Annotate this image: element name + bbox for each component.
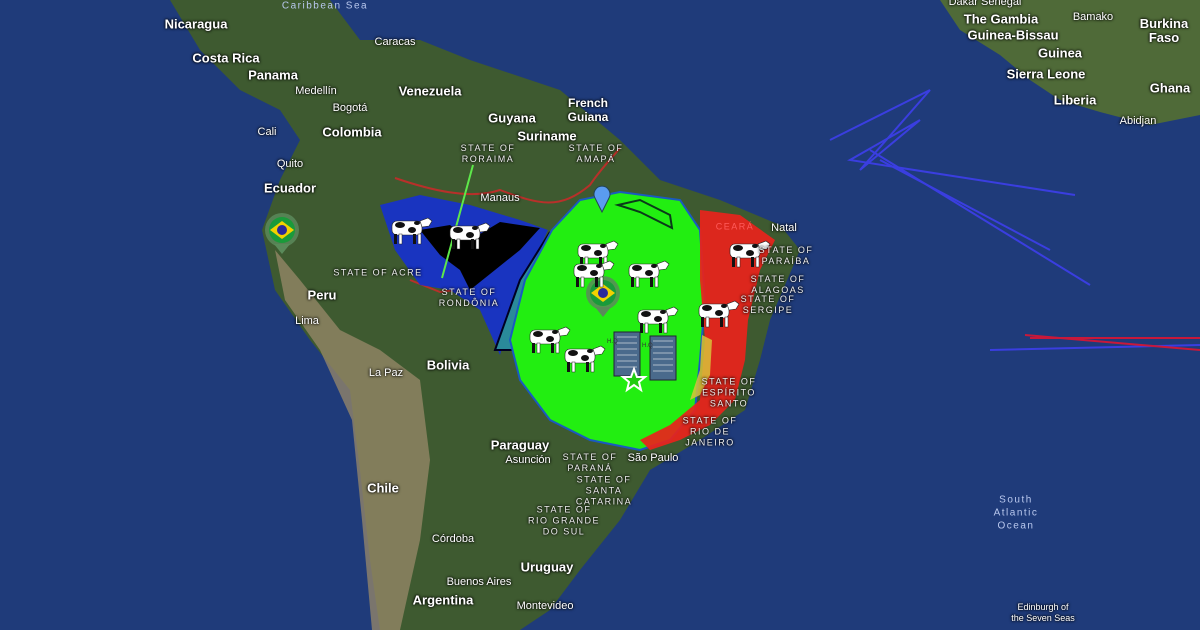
label-the-gambia: The Gambia (963, 11, 1039, 27)
label-buenos-aires: Buenos Aires (446, 576, 512, 588)
label-medellin: Medellín (295, 85, 337, 97)
label-edinburgh: Edinburgh of the Seven Seas (1011, 602, 1075, 623)
label-bamako: Bamako (1072, 11, 1114, 23)
label-nicaragua: Nicaragua (164, 16, 228, 32)
label-natal: Natal (771, 222, 797, 234)
label-espirito-santo: STATE OF ESPÍRITO SANTO (701, 376, 757, 409)
label-montevideo: Montevideo (516, 600, 574, 612)
label-colombia: Colombia (322, 124, 382, 140)
label-sergipe: STATE OF SERGIPE (740, 294, 796, 315)
label-alagoas: STATE OF ALAGOAS (750, 274, 806, 295)
label-ecuador: Ecuador (263, 180, 317, 196)
label-la-paz: La Paz (368, 367, 404, 379)
location-pin-icon[interactable] (593, 185, 611, 214)
label-liberia: Liberia (1053, 92, 1097, 108)
label-santa-catarina: STATE OF SANTA CATARINA (575, 474, 633, 507)
yellow-region[interactable] (690, 335, 712, 400)
label-sao-paulo: São Paulo (627, 452, 679, 464)
label-cordoba: Córdoba (431, 533, 475, 545)
label-guinea-bissau: Guinea-Bissau (967, 27, 1059, 43)
label-french-guiana: French Guiana (567, 96, 609, 124)
label-south-atlantic-ocean: South Atlantic Ocean (993, 494, 1039, 532)
label-uruguay: Uruguay (520, 559, 574, 575)
label-rio-de-janeiro: STATE OF RIO DE JANEIRO (682, 415, 738, 448)
label-venezuela: Venezuela (398, 83, 462, 99)
label-amapa: STATE OF AMAPÁ (568, 143, 624, 164)
label-quito: Quito (276, 158, 304, 170)
africa-land (940, 0, 1200, 125)
red-region[interactable] (640, 210, 775, 450)
label-costa-rica: Costa Rica (192, 50, 260, 66)
label-ghana: Ghana (1149, 80, 1191, 96)
black-region[interactable] (420, 222, 540, 290)
label-roraima: STATE OF RORAIMA (460, 143, 516, 164)
label-guyana: Guyana (488, 110, 536, 126)
label-rondonia: STATE OF RONDÔNIA (438, 287, 500, 308)
label-acre: STATE OF ACRE (333, 267, 423, 278)
label-caracas: Caracas (374, 36, 416, 48)
dark-outline-shape (614, 198, 674, 230)
label-caribbean-sea: Caribbean Sea (281, 0, 369, 12)
label-parana: STATE OF PARANÁ (562, 452, 618, 473)
star-icon[interactable] (620, 366, 648, 393)
label-ceara: CEARÁ (715, 221, 755, 232)
label-abidjan: Abidjan (1119, 115, 1157, 127)
label-guinea: Guinea (1037, 45, 1083, 61)
label-bogota: Bogotá (332, 102, 368, 114)
label-asuncion: Asunción (505, 454, 551, 466)
hq-building-icon[interactable] (649, 335, 677, 381)
label-cali: Cali (257, 126, 277, 138)
hq-badge: H.Q (607, 339, 618, 345)
label-panama: Panama (248, 67, 298, 83)
ocean-track-red (1024, 334, 1200, 351)
ocean-tracks (829, 89, 1200, 351)
label-argentina: Argentina (412, 592, 474, 608)
andes-region (275, 250, 430, 630)
hq-badge: H.Q (642, 343, 653, 349)
label-lima: Lima (295, 315, 319, 327)
red-boundary-line (394, 147, 621, 204)
label-paraguay: Paraguay (490, 437, 550, 453)
label-burkina-faso: Burkina Faso (1139, 16, 1189, 45)
label-paraiba: STATE OF PARAÍBA (758, 245, 814, 266)
label-peru: Peru (307, 287, 337, 303)
green-line (441, 164, 474, 279)
label-manaus: Manaus (480, 192, 520, 204)
label-sierra-leone: Sierra Leone (1006, 66, 1086, 82)
label-rio-grande-do-sul: STATE OF RIO GRANDE DO SUL (527, 504, 601, 537)
label-bolivia: Bolivia (426, 357, 470, 373)
hq-building-icon[interactable] (613, 331, 641, 377)
label-suriname: Suriname (517, 128, 577, 144)
label-senegal: Dakar Senegal (948, 0, 1022, 8)
label-chile: Chile (367, 480, 399, 496)
